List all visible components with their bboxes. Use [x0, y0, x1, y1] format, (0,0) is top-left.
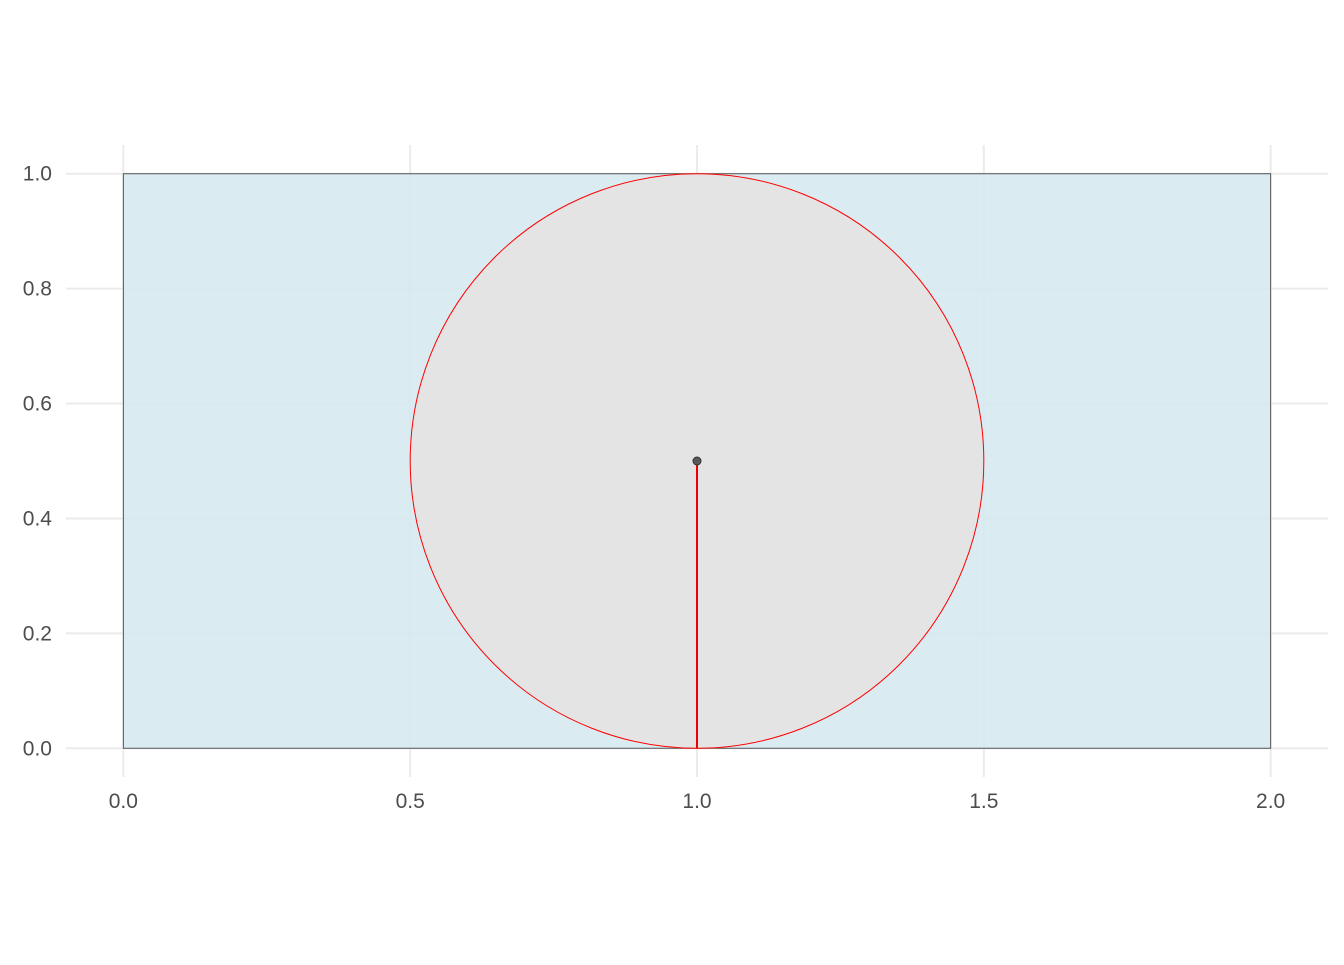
- y-tick-label: 0.4: [23, 507, 53, 530]
- y-axis-ticks: 0.0 0.2 0.4 0.6 0.8 1.0: [23, 163, 53, 761]
- plot-shapes: [122, 173, 1272, 749]
- x-tick-label: 0.5: [396, 790, 425, 813]
- x-tick-label: 1.5: [969, 790, 998, 813]
- center-point: [692, 456, 702, 466]
- x-tick-label: 2.0: [1256, 790, 1285, 813]
- y-tick-label: 0.6: [23, 393, 52, 416]
- y-tick-label: 1.0: [23, 163, 52, 186]
- y-tick-label: 0.2: [23, 622, 52, 645]
- x-axis-ticks: 0.0 0.5 1.0 1.5 2.0: [109, 790, 1285, 813]
- y-tick-label: 0.8: [23, 278, 52, 301]
- y-tick-label: 0.0: [23, 737, 52, 760]
- x-tick-label: 0.0: [109, 790, 138, 813]
- x-tick-label: 1.0: [682, 790, 711, 813]
